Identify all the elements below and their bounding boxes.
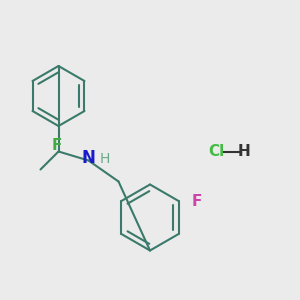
Text: Cl: Cl	[208, 144, 224, 159]
Text: F: F	[52, 138, 62, 153]
Text: H: H	[100, 152, 110, 166]
Text: H: H	[238, 144, 251, 159]
Text: N: N	[82, 149, 95, 167]
Text: F: F	[191, 194, 202, 208]
